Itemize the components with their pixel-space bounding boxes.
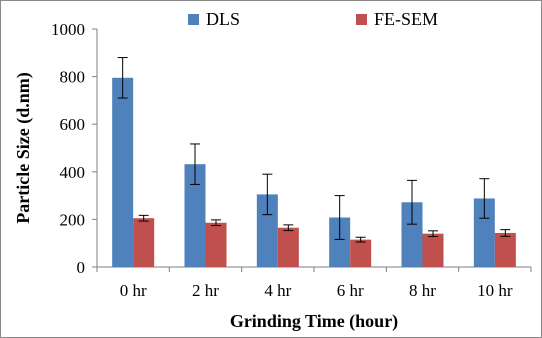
bar-fe-sem-5	[494, 232, 516, 267]
bars	[112, 77, 516, 267]
error-bar-dls-1	[190, 143, 200, 185]
error-bar-fe-sem-4	[428, 230, 438, 238]
error-bar-fe-sem-0	[138, 214, 149, 222]
error-bar-fe-sem-5	[500, 229, 511, 237]
error-bar-fe-sem-3	[355, 236, 366, 243]
y-tick-label: 200	[60, 210, 86, 229]
legend-label-0: DLS	[206, 9, 240, 29]
error-bar-dls-5	[479, 178, 490, 219]
y-tick-label: 0	[77, 258, 86, 277]
x-tick-label: 4 hr	[264, 281, 291, 300]
error-bars	[117, 57, 511, 243]
bar-dls-4	[401, 202, 423, 267]
y-tick-label: 800	[60, 68, 86, 87]
x-tick-label: 8 hr	[409, 281, 436, 300]
error-bar-dls-2	[262, 173, 273, 216]
bar-fe-sem-1	[205, 222, 227, 267]
bar-fe-sem-0	[133, 218, 155, 267]
error-bar-fe-sem-1	[211, 219, 221, 227]
legend-swatch-0	[188, 14, 199, 25]
bar-fe-sem-2	[277, 227, 299, 267]
bar-dls-1	[184, 164, 206, 267]
bar-dls-3	[329, 217, 351, 267]
error-bar-fe-sem-2	[283, 224, 294, 232]
x-tick-label: 2 hr	[192, 281, 219, 300]
x-tick-label: 6 hr	[337, 281, 364, 300]
x-tick-label: 10 hr	[477, 281, 513, 300]
error-bar-dls-3	[334, 195, 345, 240]
bar-dls-0	[112, 77, 134, 267]
legend: DLS FE-SEM	[188, 9, 438, 29]
y-tick-labels: 0 200 400 600 800 1000	[51, 20, 85, 277]
legend-label-1: FE-SEM	[374, 9, 438, 29]
error-bar-dls-4	[407, 179, 417, 225]
y-tick-label: 1000	[51, 20, 85, 39]
bar-dls-5	[473, 198, 495, 267]
error-bar-dls-0	[117, 57, 128, 99]
y-tick-label: 400	[60, 163, 86, 182]
axes	[92, 28, 532, 272]
bar-dls-2	[256, 194, 278, 267]
bar-fe-sem-3	[350, 239, 372, 267]
y-tick-label: 600	[60, 115, 86, 134]
y-axis-label: Particle Size (d.nm)	[13, 72, 34, 223]
legend-swatch-1	[356, 14, 367, 25]
x-axis-label: Grinding Time (hour)	[230, 311, 398, 332]
x-tick-label: 0 hr	[120, 281, 147, 300]
bar-fe-sem-4	[422, 233, 444, 267]
x-tick-labels: 0 hr 2 hr 4 hr 6 hr 8 hr 10 hr	[120, 281, 513, 300]
